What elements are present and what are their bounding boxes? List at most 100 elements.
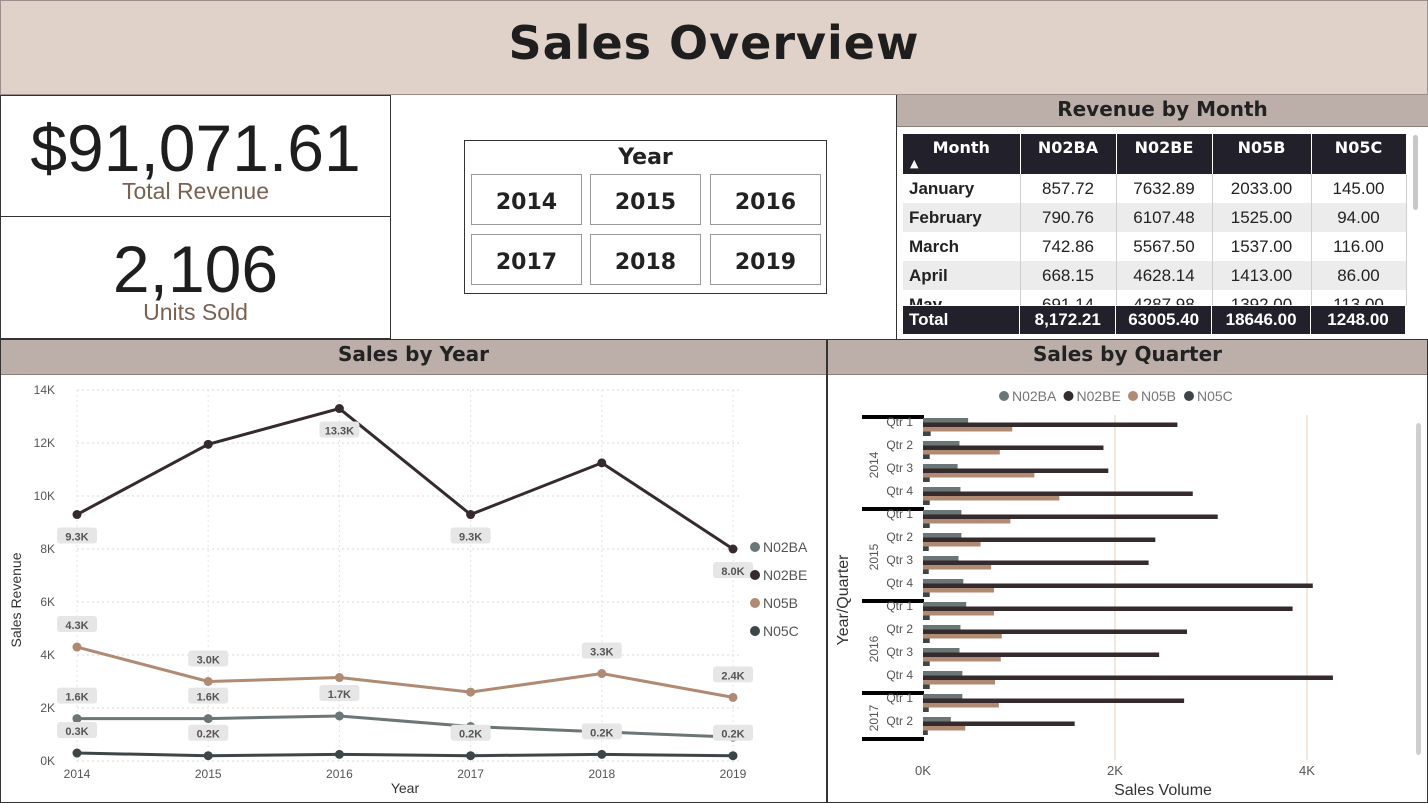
bar-n02ba (923, 602, 967, 607)
year-button-2015[interactable]: 2015 (590, 174, 701, 225)
table-cell: 116.00 (1311, 232, 1407, 261)
year-button-2019[interactable]: 2019 (710, 234, 821, 285)
table-cell: 145.00 (1311, 174, 1407, 203)
table-cell: 5567.50 (1116, 232, 1213, 261)
bar-n02ba (923, 464, 958, 469)
quarter-label: Qtr 2 (886, 714, 913, 728)
bar-n05b (923, 496, 1060, 501)
total-row: Total 8,172.21 63005.40 18646.00 1248.00 (903, 306, 1406, 334)
column-header-n02be[interactable]: N02BE (1116, 134, 1213, 174)
bar-n05b (923, 427, 1013, 432)
legend-label: N02BA (763, 539, 808, 555)
data-label-bg (450, 527, 491, 544)
data-label-bg (188, 687, 229, 704)
table-scrollbar[interactable] (1413, 135, 1418, 210)
bar-n02ba (923, 648, 960, 653)
data-point (597, 458, 607, 468)
year-button-2014[interactable]: 2014 (471, 174, 582, 225)
year-slicer: Year 2014 2015 2016 2017 2018 2019 (464, 140, 827, 294)
data-label: 0.2K (197, 729, 220, 741)
year-button-2016[interactable]: 2016 (710, 174, 821, 225)
y-tick-label: 14K (34, 383, 55, 397)
quarter-label: Qtr 1 (886, 415, 913, 429)
legend-marker (1128, 391, 1138, 401)
year-group-label: 2015 (867, 543, 881, 570)
data-point (334, 404, 344, 414)
data-label-bg (450, 724, 491, 741)
series-line-n02ba (77, 714, 734, 739)
revenue-table-total: Total 8,172.21 63005.40 18646.00 1248.00 (903, 306, 1406, 334)
data-label-bg (581, 723, 622, 740)
bar-n02be (923, 445, 1104, 450)
data-label: 8.0K (721, 566, 744, 578)
bar-n05b (923, 565, 992, 570)
quarter-label: Qtr 4 (886, 484, 913, 498)
units-sold-label: Units Sold (143, 299, 248, 325)
data-label-bg (57, 616, 97, 633)
data-label: 2.4K (721, 670, 744, 682)
data-label: 3.3K (590, 647, 613, 659)
year-button-2018[interactable]: 2018 (590, 234, 701, 285)
x-tick-label: 2015 (195, 767, 222, 781)
column-header-n02ba[interactable]: N02BA (1020, 134, 1117, 174)
x-tick-label: 0K (915, 763, 931, 778)
column-header-n05c[interactable]: N05C (1311, 134, 1407, 174)
year-button-2017[interactable]: 2017 (471, 234, 582, 285)
data-point (466, 510, 476, 520)
legend-marker (1184, 391, 1194, 401)
triangle-up-icon: ▲ (910, 157, 919, 170)
column-header-n05b[interactable]: N05B (1212, 134, 1312, 174)
sales-by-year-panel: Sales by Year 0K 2K 4K 6K 8K 10K 12K 14K 2014 201… (0, 339, 827, 803)
table-cell: 2033.00 (1212, 174, 1312, 203)
chart-scrollbar[interactable] (1416, 423, 1421, 755)
bar-n05b (923, 657, 1001, 662)
data-label-bg (188, 724, 229, 741)
data-point (72, 510, 82, 520)
data-point (72, 714, 82, 724)
bar-n02be (923, 583, 1313, 588)
data-label: 0.3K (65, 726, 88, 738)
legend-label: N02BE (1077, 388, 1121, 404)
table-cell: 7632.89 (1116, 174, 1213, 203)
y-tick-label: 12K (34, 436, 55, 450)
bar-n02be (923, 468, 1109, 473)
bar-n05c (923, 523, 930, 528)
quarter-label: Qtr 3 (886, 645, 913, 659)
bar-n02ba (923, 510, 962, 515)
revenue-by-month-title: Revenue by Month (897, 95, 1428, 127)
year-group-label: 2017 (867, 704, 881, 731)
bar-n02be (923, 606, 1293, 611)
bar-n02be (923, 514, 1218, 519)
column-header-month[interactable]: Month ▲ (903, 134, 1021, 174)
year-group-label: 2014 (867, 451, 881, 478)
total-revenue-value: $91,071.61 (30, 111, 361, 185)
data-label-bg (188, 650, 229, 667)
table-cell: May (903, 290, 1021, 305)
table-cell: 742.86 (1020, 232, 1117, 261)
y-axis-title: Year/Quarter (835, 554, 852, 646)
legend-label: N05B (1141, 388, 1176, 404)
bar-n05c (923, 707, 929, 712)
table-cell: 113.00 (1311, 290, 1407, 305)
legend-label: N02BA (1012, 388, 1057, 404)
bar-n05b (923, 634, 1002, 639)
total-revenue-label: Total Revenue (121, 178, 270, 204)
bar-n02ba (923, 579, 964, 584)
x-tick-label: 2K (1107, 763, 1123, 778)
data-label: 0.2K (590, 727, 613, 739)
bar-n05c (923, 684, 930, 689)
table-cell: April (903, 261, 1021, 290)
x-axis-title: Sales Volume (1114, 782, 1212, 799)
data-point (72, 642, 82, 652)
revenue-table-viewport[interactable]: Month ▲ N02BA N02BE N05B N05C January 85… (903, 134, 1408, 305)
quarter-label: Qtr 1 (886, 507, 913, 521)
bar-n05b (923, 450, 1000, 455)
data-label: 1.6K (197, 692, 220, 704)
y-axis-title: Sales Revenue (8, 552, 24, 647)
bar-n05c (923, 454, 930, 459)
data-point (466, 751, 476, 761)
legend-marker (750, 542, 760, 552)
table-row: May 691.14 4287.98 1392.00 113.00 (903, 290, 1407, 305)
table-cell: 4628.14 (1116, 261, 1213, 290)
table-cell: 1525.00 (1212, 203, 1312, 232)
